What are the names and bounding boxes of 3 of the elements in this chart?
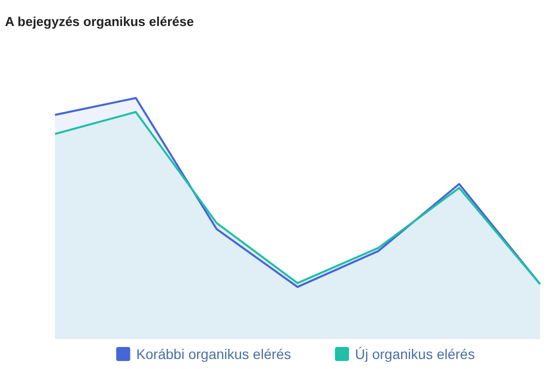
legend-label: Új organikus elérés [355,346,475,362]
legend-label: Korábbi organikus elérés [136,346,292,362]
chart-title: A bejegyzés organikus elérése [5,14,194,29]
